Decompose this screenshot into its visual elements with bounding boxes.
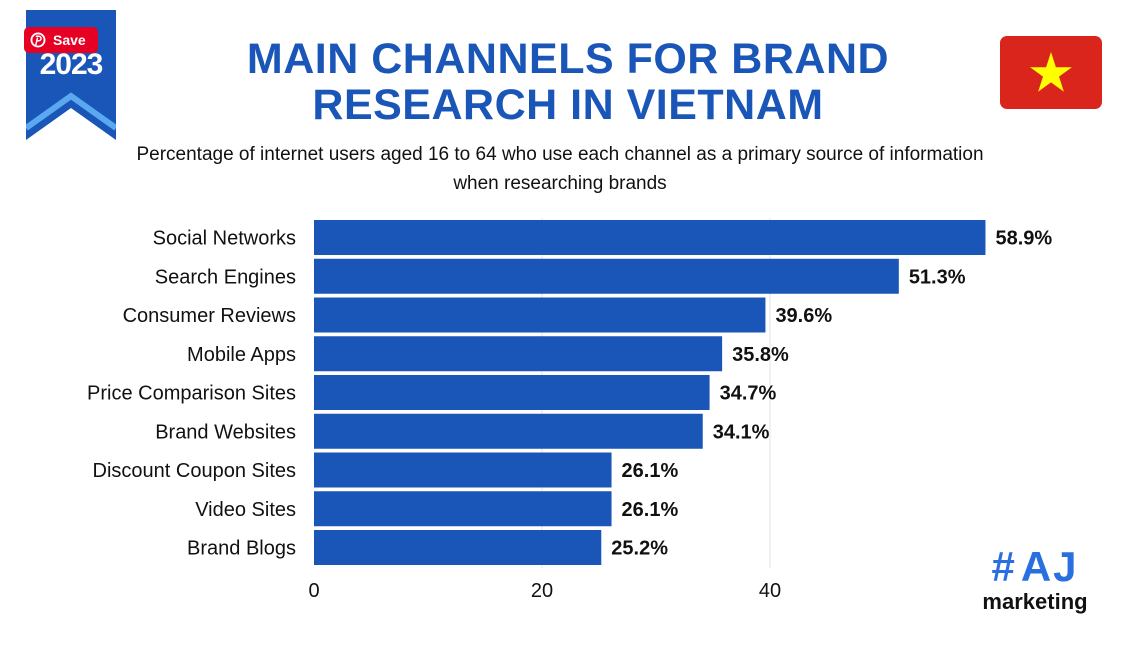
bar xyxy=(314,530,602,565)
bar xyxy=(314,491,612,527)
category-label: Search Engines xyxy=(155,266,296,288)
x-tick-label: 20 xyxy=(531,580,553,602)
logo-hash-symbol: # xyxy=(991,543,1015,590)
data-label: 25.2% xyxy=(611,538,668,560)
x-tick-label: 40 xyxy=(759,580,781,602)
vietnam-flag-icon xyxy=(1000,36,1102,109)
data-label: 26.1% xyxy=(622,499,679,521)
category-label: Video Sites xyxy=(195,499,296,521)
bar xyxy=(314,220,986,255)
data-label: 35.8% xyxy=(732,344,789,366)
category-label: Brand Blogs xyxy=(187,538,296,560)
category-label: Consumer Reviews xyxy=(123,305,296,327)
bar xyxy=(314,336,723,372)
save-button[interactable]: Save xyxy=(24,27,98,53)
data-label: 34.7% xyxy=(720,383,777,405)
chart-subtitle: Percentage of internet users aged 16 to … xyxy=(136,144,984,194)
category-label: Price Comparison Sites xyxy=(87,383,296,405)
bar xyxy=(314,297,766,333)
category-label: Mobile Apps xyxy=(187,344,296,366)
chart-title: MAIN CHANNELS FOR BRAND RESEARCH IN VIET… xyxy=(246,35,890,129)
data-label: 51.3% xyxy=(909,266,966,288)
bar xyxy=(314,413,703,449)
data-label: 58.9% xyxy=(995,228,1052,250)
data-label: 34.1% xyxy=(713,421,770,443)
bar xyxy=(314,375,710,410)
bar xyxy=(314,258,899,294)
logo-letters: AJ xyxy=(1020,543,1079,590)
aj-marketing-logo: # AJ marketing xyxy=(970,544,1100,624)
pinterest-icon xyxy=(30,32,46,48)
category-label: Brand Websites xyxy=(155,421,296,443)
x-tick-label: 0 xyxy=(308,580,319,602)
logo-text: marketing xyxy=(982,589,1088,614)
save-button-label: Save xyxy=(53,32,86,48)
category-label: Social Networks xyxy=(153,228,296,250)
data-label: 26.1% xyxy=(622,460,679,482)
category-label: Discount Coupon Sites xyxy=(93,460,296,482)
data-label: 39.6% xyxy=(775,305,832,327)
year-label: 2023 xyxy=(39,48,104,81)
bar xyxy=(314,452,612,488)
